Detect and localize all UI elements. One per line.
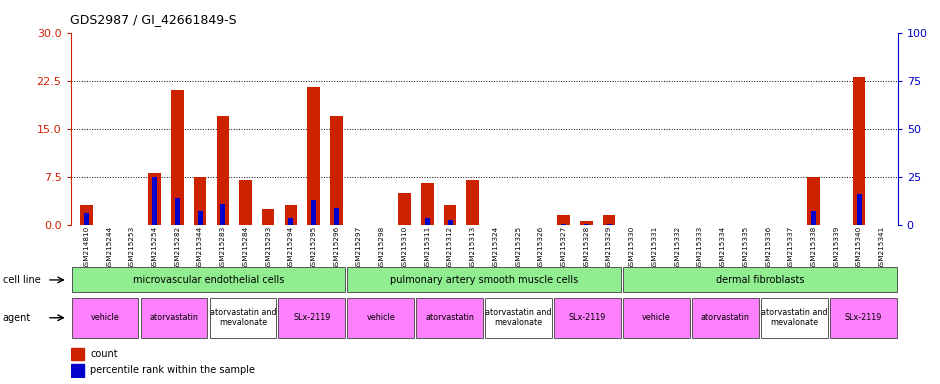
Bar [399, 193, 411, 225]
Bar [262, 209, 274, 225]
Bar [278, 298, 345, 338]
Bar [856, 194, 862, 225]
Bar [175, 198, 180, 225]
Bar [555, 298, 620, 338]
Bar [425, 218, 430, 225]
Bar [580, 222, 592, 225]
Bar [80, 205, 93, 225]
Bar [71, 298, 138, 338]
Bar [285, 205, 297, 225]
Bar [561, 224, 566, 225]
Text: microvascular endothelial cells: microvascular endothelial cells [133, 275, 284, 285]
Bar [416, 298, 483, 338]
Text: atorvastatin: atorvastatin [701, 313, 750, 322]
Bar [853, 78, 866, 225]
Bar [84, 213, 89, 225]
Bar [623, 268, 897, 292]
Bar [606, 224, 612, 225]
Bar [466, 180, 479, 225]
Bar [811, 211, 816, 225]
Bar [197, 211, 202, 225]
Bar [171, 90, 183, 225]
Bar [334, 209, 339, 225]
Bar [421, 183, 433, 225]
Text: SLx-2119: SLx-2119 [293, 313, 331, 322]
Text: GDS2987 / GI_42661849-S: GDS2987 / GI_42661849-S [70, 13, 237, 26]
Text: dermal fibroblasts: dermal fibroblasts [715, 275, 804, 285]
Text: count: count [90, 349, 118, 359]
Text: SLx-2119: SLx-2119 [844, 313, 882, 322]
Bar [240, 180, 252, 225]
Text: vehicle: vehicle [367, 313, 395, 322]
Bar [584, 224, 588, 225]
Text: SLx-2119: SLx-2119 [569, 313, 606, 322]
Bar [603, 215, 616, 225]
Bar [311, 200, 316, 225]
Bar [70, 364, 84, 377]
Bar [216, 116, 229, 225]
Bar [210, 298, 276, 338]
Bar [623, 298, 690, 338]
Bar [71, 268, 345, 292]
Text: cell line: cell line [3, 275, 40, 285]
Bar [761, 298, 827, 338]
Text: vehicle: vehicle [90, 313, 119, 322]
Bar [330, 116, 343, 225]
Bar [149, 174, 161, 225]
Bar [289, 218, 293, 225]
Text: agent: agent [3, 313, 31, 323]
Text: atorvastatin and
mevalonate: atorvastatin and mevalonate [485, 308, 552, 328]
Bar [447, 220, 452, 225]
Text: pulmonary artery smooth muscle cells: pulmonary artery smooth muscle cells [390, 275, 578, 285]
Bar [485, 298, 552, 338]
Text: vehicle: vehicle [642, 313, 671, 322]
Text: atorvastatin: atorvastatin [149, 313, 198, 322]
Bar [807, 177, 820, 225]
Bar [557, 215, 570, 225]
Bar [444, 205, 456, 225]
Bar [830, 298, 897, 338]
Bar [348, 268, 620, 292]
Text: atorvastatin and
mevalonate: atorvastatin and mevalonate [761, 308, 827, 328]
Bar [307, 87, 320, 225]
Text: atorvastatin and
mevalonate: atorvastatin and mevalonate [210, 308, 276, 328]
Bar [692, 298, 759, 338]
Bar [220, 204, 226, 225]
Text: percentile rank within the sample: percentile rank within the sample [90, 366, 256, 376]
Bar [348, 298, 414, 338]
Bar [194, 177, 206, 225]
Bar [152, 177, 157, 225]
Bar [141, 298, 207, 338]
Text: atorvastatin: atorvastatin [425, 313, 474, 322]
Bar [70, 348, 84, 360]
